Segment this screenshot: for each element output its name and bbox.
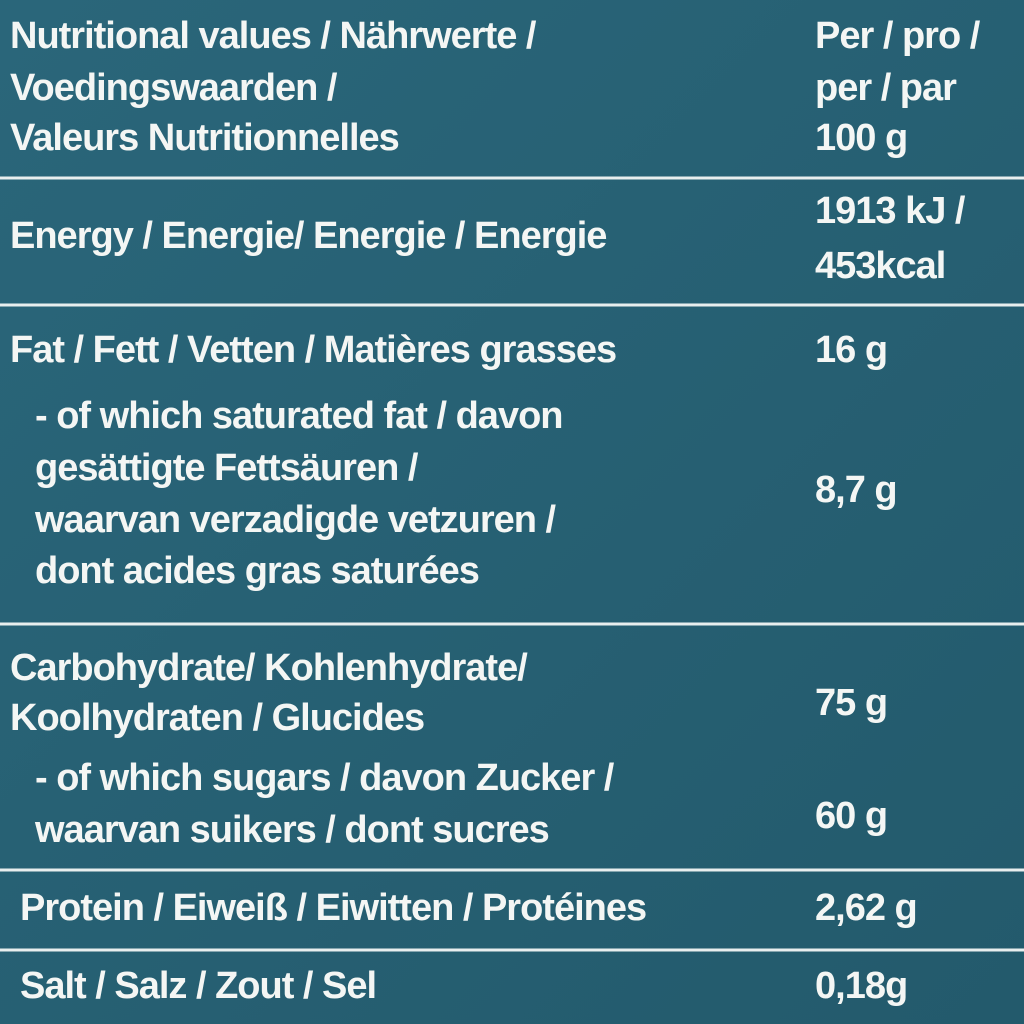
row-label: Valeurs Nutritionnelles	[10, 117, 399, 159]
row-value: 1913 kJ /	[815, 190, 966, 232]
row-label: - of which saturated fat / davon	[35, 395, 563, 437]
row-label: Voedingswaarden /	[10, 67, 338, 109]
row-value: 2,62 g	[815, 887, 917, 929]
row-label: Energy / Energie/ Energie / Energie	[10, 215, 606, 257]
row-label: waarvan suikers / dont sucres	[34, 809, 549, 851]
row-label: Nutritional values / Nährwerte /	[10, 15, 537, 57]
row-label: waarvan verzadigde vetzuren /	[34, 499, 557, 541]
row-value: 453kcal	[815, 245, 945, 287]
row-label: dont acides gras saturées	[35, 550, 479, 592]
row-label: Carbohydrate/ Kohlenhydrate/	[10, 647, 528, 689]
row-label: Salt / Salz / Zout / Sel	[20, 965, 376, 1007]
row-label: gesättigte Fettsäuren /	[35, 447, 419, 489]
row-value: 60 g	[815, 795, 887, 837]
row-value: Per / pro /	[815, 15, 981, 57]
row-value: 100 g	[815, 117, 907, 159]
row-label: Koolhydraten / Glucides	[10, 697, 424, 739]
row-label: - of which sugars / davon Zucker /	[35, 757, 615, 799]
row-label: Fat / Fett / Vetten / Matières grasses	[10, 329, 616, 371]
row-value: 16 g	[815, 329, 887, 371]
row-label: Protein / Eiweiß / Eiwitten / Protéines	[20, 887, 646, 929]
row-value: 75 g	[815, 682, 887, 724]
row-value: 0,18g	[815, 965, 907, 1007]
row-value: per / par	[815, 67, 957, 109]
row-value: 8,7 g	[815, 469, 897, 511]
